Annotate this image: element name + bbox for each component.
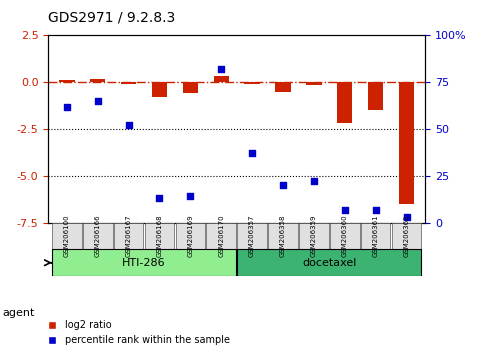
Point bbox=[217, 66, 225, 72]
Text: GSM206100: GSM206100 bbox=[64, 215, 70, 257]
FancyBboxPatch shape bbox=[268, 223, 298, 249]
Text: GSM206170: GSM206170 bbox=[218, 215, 224, 257]
Point bbox=[403, 214, 411, 220]
FancyBboxPatch shape bbox=[206, 223, 236, 249]
Point bbox=[156, 195, 163, 201]
FancyBboxPatch shape bbox=[144, 223, 174, 249]
Point bbox=[186, 194, 194, 199]
Text: GSM206360: GSM206360 bbox=[342, 215, 348, 257]
FancyBboxPatch shape bbox=[237, 249, 421, 276]
Text: GDS2971 / 9.2.8.3: GDS2971 / 9.2.8.3 bbox=[48, 11, 175, 25]
FancyBboxPatch shape bbox=[361, 223, 390, 249]
Point bbox=[310, 179, 318, 184]
FancyBboxPatch shape bbox=[52, 223, 82, 249]
Bar bbox=[183, 82, 198, 92]
FancyBboxPatch shape bbox=[114, 223, 143, 249]
Point bbox=[248, 150, 256, 156]
Point bbox=[94, 98, 101, 104]
Legend: log2 ratio, percentile rank within the sample: log2 ratio, percentile rank within the s… bbox=[43, 316, 234, 349]
FancyBboxPatch shape bbox=[392, 223, 421, 249]
Text: GSM206359: GSM206359 bbox=[311, 215, 317, 257]
FancyBboxPatch shape bbox=[83, 223, 113, 249]
Bar bbox=[306, 82, 322, 85]
Text: GSM206166: GSM206166 bbox=[95, 215, 101, 257]
Text: GSM206167: GSM206167 bbox=[126, 215, 131, 257]
Text: GSM206361: GSM206361 bbox=[372, 215, 379, 257]
Text: GSM206357: GSM206357 bbox=[249, 215, 255, 257]
Text: GSM206168: GSM206168 bbox=[156, 215, 162, 257]
Text: GSM206358: GSM206358 bbox=[280, 215, 286, 257]
Bar bbox=[90, 79, 105, 82]
Point bbox=[372, 207, 380, 212]
FancyBboxPatch shape bbox=[237, 223, 267, 249]
Point bbox=[63, 104, 71, 109]
Bar bbox=[399, 82, 414, 204]
Text: GSM206169: GSM206169 bbox=[187, 215, 193, 257]
Bar bbox=[59, 80, 74, 82]
Point bbox=[125, 122, 132, 128]
Bar bbox=[121, 82, 136, 84]
Bar bbox=[213, 76, 229, 82]
Text: docetaxel: docetaxel bbox=[302, 258, 356, 268]
Bar bbox=[152, 82, 167, 97]
Bar bbox=[275, 82, 291, 92]
FancyBboxPatch shape bbox=[175, 223, 205, 249]
FancyBboxPatch shape bbox=[52, 249, 236, 276]
FancyBboxPatch shape bbox=[330, 223, 359, 249]
FancyBboxPatch shape bbox=[299, 223, 329, 249]
Text: GSM206362: GSM206362 bbox=[403, 215, 410, 257]
Bar bbox=[368, 82, 384, 110]
Text: agent: agent bbox=[2, 308, 35, 318]
Text: HTI-286: HTI-286 bbox=[122, 258, 166, 268]
Point bbox=[279, 182, 287, 188]
Bar bbox=[244, 82, 260, 84]
Bar bbox=[337, 82, 353, 124]
Point bbox=[341, 207, 349, 212]
